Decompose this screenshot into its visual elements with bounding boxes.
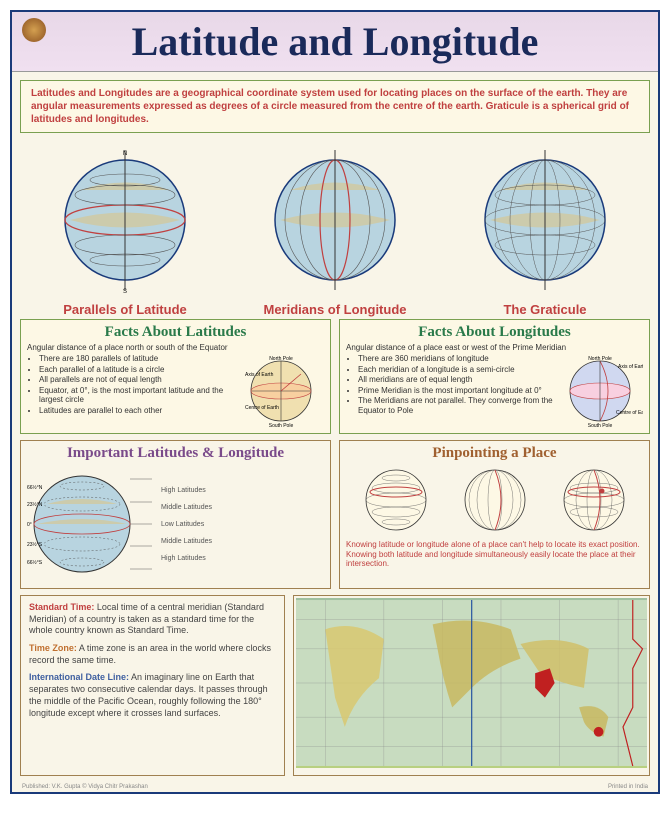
globe-graticule: The Graticule [450,145,640,317]
def-date-line: International Date Line: An imaginary li… [29,672,276,719]
svg-text:23½°N: 23½°N [27,501,43,508]
svg-text:23½°S: 23½°S [27,541,43,548]
bottom-row: Standard Time: Local time of a central m… [12,595,658,782]
svg-text:0°: 0° [27,522,32,528]
main-title: Latitude and Longitude [22,18,648,65]
list-item: Prime Meridian is the most important lon… [358,386,554,396]
footer-right: Printed in India [608,784,648,790]
list-item: There are 180 parallels of latitude [39,354,235,364]
svg-text:North Pole: North Pole [269,356,293,362]
globe-caption-2: Meridians of Longitude [240,302,430,317]
globe-graticule-svg [470,145,620,295]
list-item: All meridians are of equal length [358,375,554,385]
globe-parallels-svg: N S [50,145,200,295]
facts-latitudes: Facts About Latitudes Angular distance o… [20,319,331,434]
pinpoint-globes [346,464,643,536]
svg-text:South Pole: South Pole [269,423,294,429]
lat-diagram: North Pole South Pole Axis of Earth Cent… [239,354,324,429]
facts-longitudes: Facts About Longitudes Angular distance … [339,319,650,434]
list-item: The Meridians are not parallel. They con… [358,396,554,415]
world-map-svg [296,598,647,768]
svg-text:66½°N: 66½°N [27,484,43,491]
pinpoint-box: Pinpointing a Place [339,440,650,589]
globe-caption-3: The Graticule [450,302,640,317]
globe-parallels: N S Parallels of Latitude [30,145,220,317]
svg-text:Axis of Earth: Axis of Earth [245,372,274,378]
pin-globe-2 [459,464,531,536]
globe-caption-1: Parallels of Latitude [30,302,220,317]
facts-lat-list: There are 180 parallels of latitude Each… [27,354,235,429]
svg-text:N: N [123,151,127,157]
list-item: Latitudes are parallel to each other [39,406,235,416]
svg-text:S: S [123,289,127,295]
pinpoint-title: Pinpointing a Place [346,445,643,462]
svg-text:Centre of Earth: Centre of Earth [245,405,279,411]
list-item: Each meridian of a longitude is a semi-c… [358,365,554,375]
lon-diagram: North Pole South Pole Axis of Earth Cent… [558,354,643,429]
facts-row: Facts About Latitudes Angular distance o… [12,319,658,434]
world-map-box [293,595,650,776]
svg-text:Axis of Earth: Axis of Earth [618,364,643,370]
important-box: Important Latitudes & Longitude [20,440,331,589]
footer: Published: V.K. Gupta © Vidya Chitr Prak… [12,784,658,790]
facts-lat-title: Facts About Latitudes [27,324,324,341]
facts-lon-title: Facts About Longitudes [346,324,643,341]
header: Latitude and Longitude [12,12,658,72]
def-time-zone: Time Zone: A time zone is an area in the… [29,643,276,666]
list-item: There are 360 meridians of longitude [358,354,554,364]
svg-text:66½°S: 66½°S [27,559,43,566]
list-item: Equator, at 0°, is the most important la… [39,386,235,405]
pinpoint-text: Knowing latitude or longitude alone of a… [346,540,643,569]
publisher-logo [22,18,46,42]
list-item: All parallels are not of equal length [39,375,235,385]
pin-globe-3 [558,464,630,536]
poster-container: Latitude and Longitude Latitudes and Lon… [10,10,660,794]
footer-left: Published: V.K. Gupta © Vidya Chitr Prak… [22,784,148,790]
facts-lon-sub: Angular distance of a place east or west… [346,343,643,352]
facts-lat-sub: Angular distance of a place north or sou… [27,343,324,352]
globes-row: N S Parallels of Latitude Meridians of L… [12,141,658,319]
globe-meridians: Meridians of Longitude [240,145,430,317]
def-standard-time: Standard Time: Local time of a central m… [29,602,276,637]
globe-meridians-svg [260,145,410,295]
svg-text:North Pole: North Pole [588,356,612,362]
list-item: Each parallel of a latitude is a circle [39,365,235,375]
definitions-box: Standard Time: Local time of a central m… [20,595,285,776]
svg-text:Centre of Earth: Centre of Earth [616,410,643,416]
facts-lon-list: There are 360 meridians of longitude Eac… [346,354,554,429]
pin-globe-1 [360,464,432,536]
mid-row: Important Latitudes & Longitude [12,434,658,595]
important-title: Important Latitudes & Longitude [27,445,324,462]
intro-text: Latitudes and Longitudes are a geographi… [20,80,650,133]
svg-text:South Pole: South Pole [588,423,613,429]
lat-zone-labels: High Latitudes Middle Latitudes Low Lati… [161,487,212,562]
important-diagram: 66½°N 23½°N 0° 23½°S 66½°S [27,464,157,584]
